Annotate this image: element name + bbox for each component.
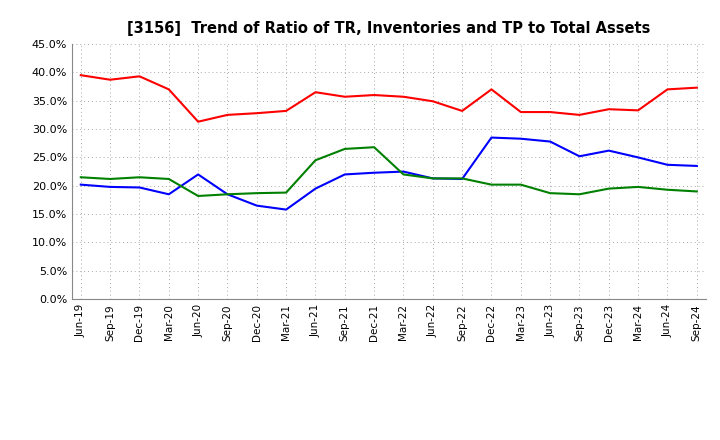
Trade Payables: [311, 158, 320, 163]
Trade Payables: [546, 191, 554, 196]
Trade Receivables: [223, 112, 232, 117]
Trade Receivables: [164, 87, 173, 92]
Inventories: [634, 155, 642, 160]
Trade Receivables: [135, 73, 144, 79]
Trade Payables: [575, 192, 584, 197]
Trade Payables: [634, 184, 642, 190]
Trade Receivables: [693, 85, 701, 90]
Trade Receivables: [282, 108, 290, 114]
Line: Trade Payables: Trade Payables: [81, 147, 697, 196]
Trade Receivables: [605, 106, 613, 112]
Inventories: [194, 172, 202, 177]
Trade Payables: [428, 176, 437, 181]
Trade Payables: [487, 182, 496, 187]
Trade Payables: [516, 182, 525, 187]
Trade Payables: [135, 175, 144, 180]
Trade Receivables: [428, 99, 437, 104]
Inventories: [575, 154, 584, 159]
Trade Payables: [194, 193, 202, 198]
Trade Receivables: [311, 90, 320, 95]
Trade Receivables: [487, 87, 496, 92]
Inventories: [458, 176, 467, 182]
Trade Payables: [341, 146, 349, 151]
Inventories: [253, 203, 261, 208]
Trade Payables: [458, 176, 467, 181]
Inventories: [76, 182, 85, 187]
Trade Receivables: [253, 110, 261, 116]
Trade Payables: [76, 175, 85, 180]
Trade Payables: [164, 176, 173, 182]
Trade Payables: [605, 186, 613, 191]
Inventories: [341, 172, 349, 177]
Inventories: [487, 135, 496, 140]
Trade Receivables: [634, 108, 642, 113]
Trade Payables: [282, 190, 290, 195]
Inventories: [546, 139, 554, 144]
Inventories: [106, 184, 114, 190]
Trade Payables: [370, 145, 379, 150]
Inventories: [223, 192, 232, 197]
Title: [3156]  Trend of Ratio of TR, Inventories and TP to Total Assets: [3156] Trend of Ratio of TR, Inventories…: [127, 21, 650, 36]
Line: Inventories: Inventories: [81, 138, 697, 209]
Trade Payables: [399, 172, 408, 177]
Trade Receivables: [194, 119, 202, 125]
Trade Receivables: [546, 110, 554, 115]
Inventories: [311, 186, 320, 191]
Line: Trade Receivables: Trade Receivables: [81, 75, 697, 122]
Legend: Trade Receivables, Inventories, Trade Payables: Trade Receivables, Inventories, Trade Pa…: [164, 438, 613, 440]
Trade Receivables: [106, 77, 114, 82]
Inventories: [428, 176, 437, 181]
Trade Payables: [253, 191, 261, 196]
Inventories: [693, 163, 701, 169]
Trade Receivables: [399, 94, 408, 99]
Trade Receivables: [516, 110, 525, 115]
Trade Payables: [223, 192, 232, 197]
Inventories: [516, 136, 525, 141]
Inventories: [663, 162, 672, 168]
Trade Payables: [693, 189, 701, 194]
Trade Receivables: [663, 87, 672, 92]
Trade Receivables: [370, 92, 379, 98]
Trade Receivables: [341, 94, 349, 99]
Trade Receivables: [458, 108, 467, 114]
Trade Payables: [663, 187, 672, 192]
Inventories: [605, 148, 613, 153]
Trade Receivables: [575, 112, 584, 117]
Inventories: [164, 192, 173, 197]
Inventories: [282, 207, 290, 212]
Inventories: [399, 169, 408, 174]
Inventories: [135, 185, 144, 190]
Trade Receivables: [76, 73, 85, 78]
Inventories: [370, 170, 379, 176]
Trade Payables: [106, 176, 114, 182]
